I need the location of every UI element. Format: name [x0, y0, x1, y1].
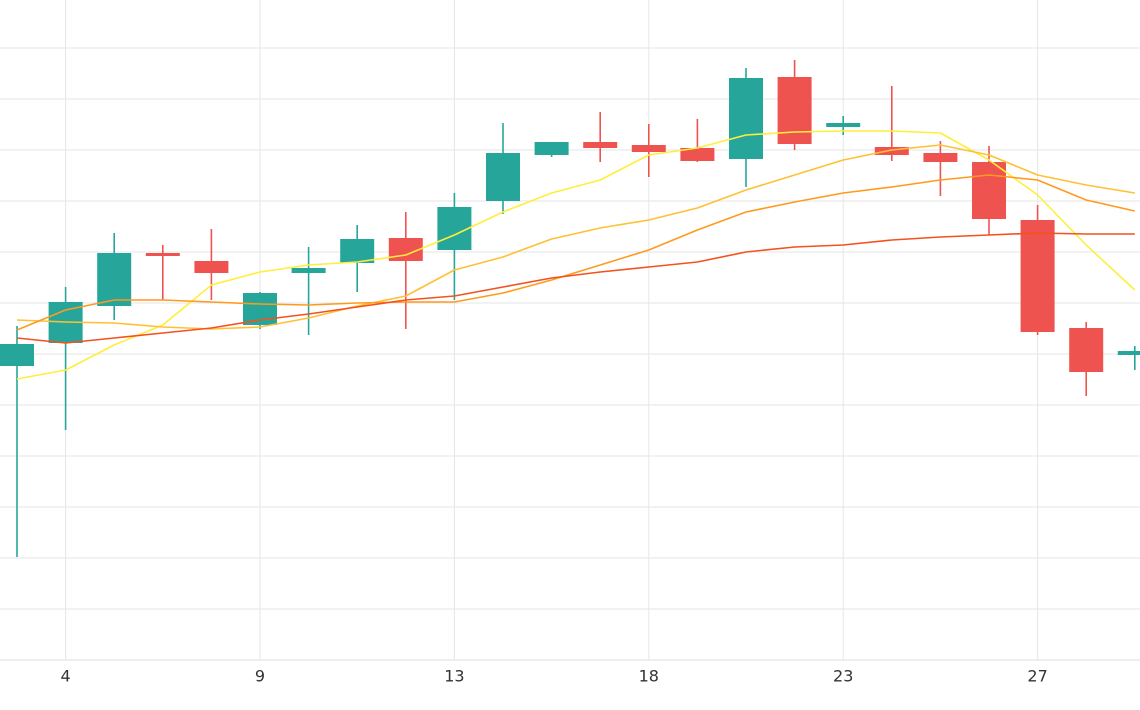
- candle: [243, 292, 277, 329]
- candle: [534, 142, 569, 157]
- candle: [486, 123, 520, 214]
- candle-body: [0, 344, 34, 366]
- candle: [680, 119, 715, 162]
- candle: [826, 116, 861, 135]
- candle-body: [923, 153, 958, 162]
- candle-body: [826, 123, 861, 127]
- candle: [291, 247, 326, 335]
- candle: [0, 326, 34, 557]
- moving-average-line: [16, 130, 1136, 380]
- candle: [388, 212, 423, 329]
- candle: [48, 287, 83, 430]
- candle-body: [534, 142, 569, 155]
- candle-body: [583, 142, 618, 148]
- candle: [631, 124, 666, 177]
- candle-body: [972, 162, 1006, 219]
- candle: [972, 146, 1006, 235]
- candle-body: [729, 78, 763, 159]
- candle: [1020, 205, 1055, 335]
- x-tick-label: 4: [61, 667, 71, 686]
- candle: [777, 60, 812, 150]
- candle-body: [680, 148, 715, 161]
- candle-body: [194, 261, 229, 273]
- candle: [1117, 346, 1140, 370]
- candle: [874, 86, 909, 161]
- candle-body: [388, 238, 423, 261]
- x-tick-label: 13: [444, 667, 464, 686]
- candle: [145, 245, 180, 300]
- candle: [340, 225, 375, 292]
- candle-body: [340, 239, 375, 263]
- candle: [194, 229, 229, 300]
- candle: [923, 141, 958, 196]
- candle-body: [486, 153, 520, 201]
- candle-body: [777, 77, 812, 144]
- x-tick-label: 27: [1027, 667, 1047, 686]
- candle-body: [874, 147, 909, 155]
- moving-average-line: [16, 232, 1135, 344]
- candle: [583, 112, 618, 162]
- candle: [729, 68, 763, 187]
- x-tick-label: 23: [833, 667, 853, 686]
- moving-average-line: [16, 174, 1135, 331]
- candle-body: [1069, 328, 1104, 372]
- candle: [97, 233, 132, 320]
- x-tick-label: 9: [255, 667, 265, 686]
- candle: [1069, 322, 1104, 396]
- candle-body: [631, 145, 666, 152]
- candle-body: [1117, 351, 1140, 355]
- candle-body: [1020, 220, 1055, 332]
- candle-body: [97, 253, 132, 306]
- candle-body: [291, 268, 326, 273]
- x-tick-label: 18: [639, 667, 659, 686]
- candle-body: [437, 207, 472, 250]
- candle-body: [145, 253, 180, 256]
- candle: [437, 193, 472, 300]
